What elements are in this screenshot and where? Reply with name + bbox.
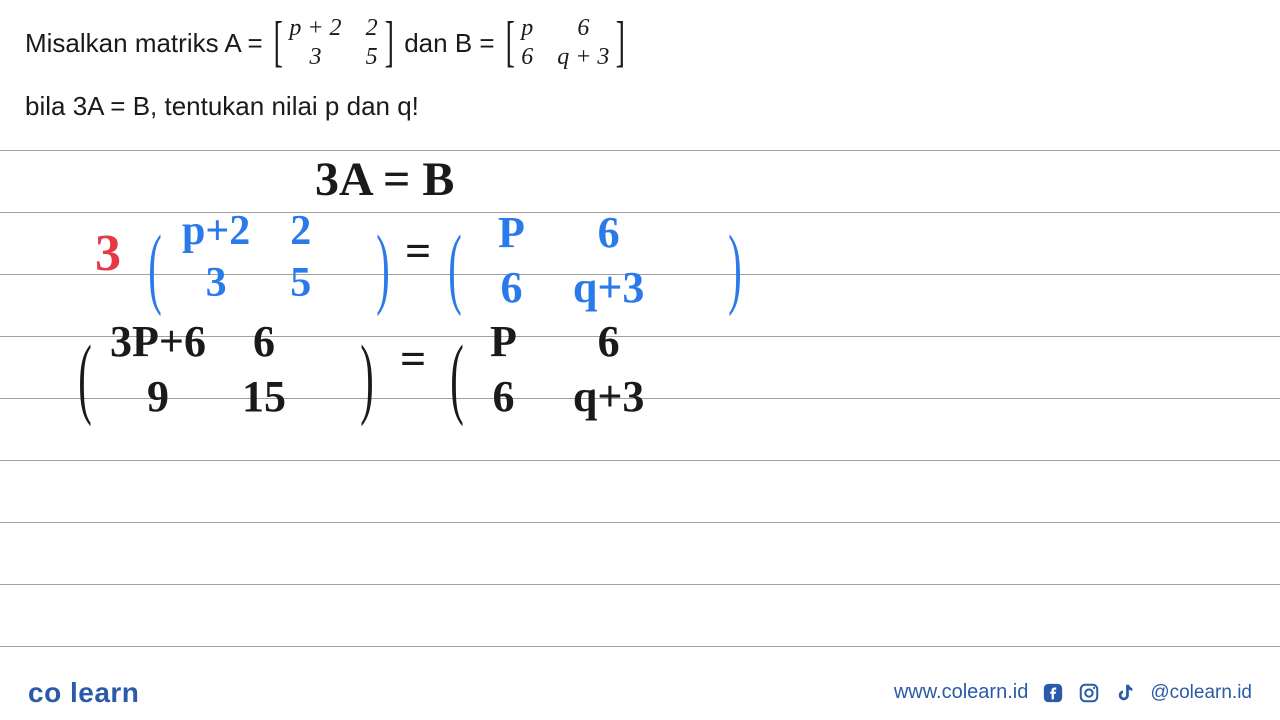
matrix-b-r2c1: 6 xyxy=(521,44,533,71)
paren-right-icon: ) xyxy=(720,236,750,302)
rule-line xyxy=(0,150,1280,151)
logo: co learn xyxy=(28,677,139,709)
matrix-a-r2c1: 3 xyxy=(289,44,341,71)
matrix-cell: 2 xyxy=(290,207,311,255)
matrix-cell: 3 xyxy=(182,259,250,307)
instagram-icon xyxy=(1078,682,1100,704)
bracket-left-icon: [ xyxy=(505,19,514,67)
handwritten-matrix: P66q+3 xyxy=(490,316,644,422)
problem-line-1: Misalkan matriks A = [ p + 2 2 3 5 ] dan… xyxy=(25,15,1255,71)
paren-left-icon: ( xyxy=(440,236,470,302)
bracket-left-icon: [ xyxy=(273,19,282,67)
rule-line xyxy=(0,646,1280,647)
matrix-cell: 6 xyxy=(573,316,645,367)
paren-right-icon: ) xyxy=(352,346,382,412)
matrix-b-r2c2: q + 3 xyxy=(557,44,609,71)
paren-left-icon: ( xyxy=(140,236,170,302)
website-url: www.colearn.id xyxy=(894,681,1029,704)
matrix-b-r1c2: 6 xyxy=(557,15,609,42)
matrix-a-r2c2: 5 xyxy=(366,44,378,71)
problem-statement: Misalkan matriks A = [ p + 2 2 3 5 ] dan… xyxy=(0,0,1280,142)
rule-line xyxy=(0,522,1280,523)
problem-line-2: bila 3A = B, tentukan nilai p dan q! xyxy=(25,91,1255,122)
matrix-a: [ p + 2 2 3 5 ] xyxy=(269,15,399,71)
matrix-a-r1c1: p + 2 xyxy=(289,15,341,42)
matrix-cell: 9 xyxy=(110,371,206,422)
matrix-cell: p+2 xyxy=(182,207,250,255)
footer: co learn www.colearn.id @colearn.id xyxy=(0,665,1280,720)
handwritten-text: = xyxy=(405,224,431,277)
bracket-right-icon: ] xyxy=(384,19,393,67)
logo-co: co xyxy=(28,677,62,708)
matrix-cell: P xyxy=(498,207,525,258)
matrix-cell: 6 xyxy=(490,371,517,422)
handwritten-text: = xyxy=(400,332,426,385)
rule-line xyxy=(0,460,1280,461)
matrix-cell: 3P+6 xyxy=(110,316,206,367)
bracket-right-icon: ] xyxy=(616,19,625,67)
matrix-cell: P xyxy=(490,316,517,367)
paren-right-icon: ) xyxy=(368,236,398,302)
matrix-cell: 6 xyxy=(573,207,645,258)
problem-prefix: Misalkan matriks A = xyxy=(25,28,263,59)
tiktok-icon xyxy=(1114,682,1136,704)
paren-left-icon: ( xyxy=(70,346,100,412)
rule-line xyxy=(0,584,1280,585)
social-handle: @colearn.id xyxy=(1150,682,1252,704)
problem-mid: dan B = xyxy=(404,28,494,59)
handwritten-matrix: p+2 235 xyxy=(182,207,311,307)
handwritten-matrix: P66q+3 xyxy=(498,207,644,313)
matrix-cell: 6 xyxy=(242,316,286,367)
handwritten-matrix: 3P+6 69 15 xyxy=(110,316,286,422)
logo-learn: learn xyxy=(62,677,140,708)
matrix-cell: q+3 xyxy=(573,262,645,313)
matrix-cell: 6 xyxy=(498,262,525,313)
matrix-cell: q+3 xyxy=(573,371,645,422)
paren-left-icon: ( xyxy=(442,346,472,412)
matrix-cell: 15 xyxy=(242,371,286,422)
handwritten-text: 3 xyxy=(95,224,121,283)
facebook-icon xyxy=(1042,682,1064,704)
matrix-cell: 5 xyxy=(290,259,311,307)
matrix-a-r1c2: 2 xyxy=(366,15,378,42)
footer-right: www.colearn.id @colearn.id xyxy=(894,681,1252,704)
matrix-b-r1c1: p xyxy=(521,15,533,42)
matrix-b: [ p 6 6 q + 3 ] xyxy=(501,15,631,71)
handwritten-text: 3A = B xyxy=(315,152,454,207)
